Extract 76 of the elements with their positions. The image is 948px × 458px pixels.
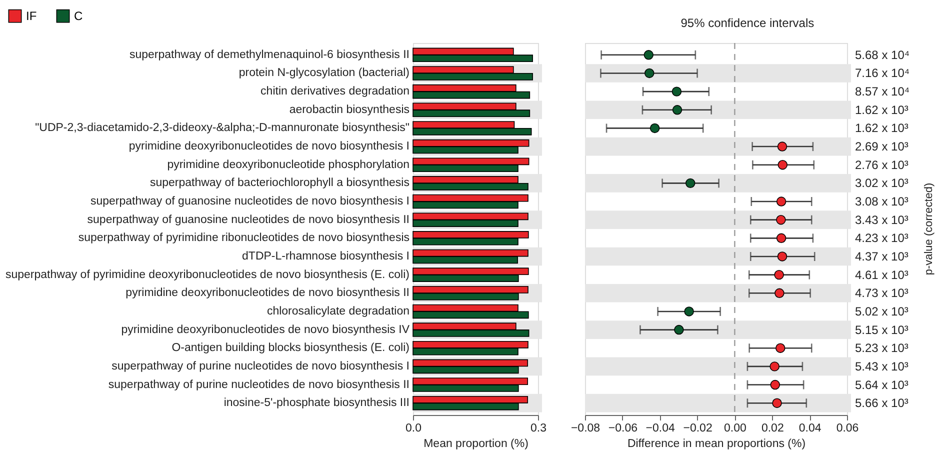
x-tick-label: −0.04 <box>646 422 676 434</box>
y2-tick-label: 5.23 x 10³ <box>855 341 908 356</box>
x-tick-label: −0.06 <box>608 422 638 434</box>
point <box>774 270 784 280</box>
point <box>672 105 682 115</box>
point <box>776 233 786 244</box>
y-tick-label: protein N-glycosylation (bacterial) <box>238 67 410 80</box>
y2-tick-label: 5.66 x 10³ <box>855 396 908 410</box>
x-tick-label: 0.3 <box>530 422 546 434</box>
y2-tick-label: 5.68 x 10⁴ <box>855 48 910 62</box>
y-tick-label: superpathway of pyrimidine ribonucleotides de novo biosynthesis <box>78 232 410 244</box>
y-tick-label: superpathway of guanosine nucleotides de novo biosynthesis II <box>87 214 410 226</box>
point <box>778 160 788 170</box>
legend-label: C <box>74 9 83 24</box>
y2-tick-label: 3.08 x 10³ <box>855 194 908 209</box>
y-tick-label: pyrimidine deoxyribonucleotides de novo biosynthesis I <box>128 140 410 153</box>
y-tick-label: superpathway of demethylmenaquinol-6 biosynthesis II <box>130 48 410 61</box>
point <box>685 178 696 188</box>
x-tick-label: 0.04 <box>798 422 822 434</box>
point <box>776 343 786 353</box>
point <box>776 214 786 225</box>
y-tick-label: chlorosalicylate degradation <box>266 305 410 318</box>
y-tick-label: O-antigen building blocks biosynthesis (E. coli) <box>172 342 410 354</box>
y2-axis-title: p-value (corrected) <box>923 182 935 276</box>
chart-title: 95% confidence intervals <box>680 16 814 30</box>
y-tick-label: dTDP-L-rhamnose biosynthesis I <box>242 250 410 262</box>
y2-tick-label: 5.43 x 10³ <box>855 359 908 374</box>
y-tick-label: superpathway of bacteriochlorophyll a biosynthesis <box>150 177 410 190</box>
x-tick-label: 0.06 <box>836 422 859 434</box>
y-tick-label: aerobactin biosynthesis <box>289 104 410 116</box>
point <box>644 68 654 78</box>
x-axis-title: Difference in mean proportions (%) <box>627 438 806 450</box>
y2-tick-label: 4.61 x 10³ <box>855 268 908 282</box>
point <box>777 142 788 152</box>
y2-tick-label: 1.62 x 10³ <box>855 102 908 117</box>
y2-tick-label: 3.43 x 10³ <box>855 212 908 227</box>
x-tick-label: −0.08 <box>570 422 600 434</box>
x-axis-title: Mean proportion (%) <box>424 438 529 450</box>
point <box>684 306 694 316</box>
point <box>777 252 788 262</box>
y-tick-label: pyrimidine deoxyribonucleotides de novo biosynthesis II <box>126 287 410 300</box>
point <box>650 123 660 134</box>
y-tick-label: superpathway of pyrimidine deoxyribonucleotides de novo biosynthesis (E. coli) <box>6 268 410 281</box>
y2-tick-label: 1.62 x 10³ <box>855 121 908 136</box>
point <box>770 362 780 372</box>
x-tick-label: 0.02 <box>761 422 784 434</box>
y2-tick-label: 4.73 x 10³ <box>855 286 908 300</box>
y2-tick-label: 4.23 x 10³ <box>855 231 908 246</box>
point <box>770 380 780 390</box>
point <box>672 86 682 96</box>
point <box>644 50 654 60</box>
y2-tick-label: 5.15 x 10³ <box>855 322 908 337</box>
y2-tick-label: 5.02 x 10³ <box>855 304 908 318</box>
y2-tick-label: 2.76 x 10³ <box>855 158 908 172</box>
point <box>776 196 786 206</box>
point <box>674 324 684 335</box>
y-tick-label: pyrimidine deoxyribonucleotide phosphorylation <box>167 158 410 171</box>
y2-tick-label: 4.37 x 10³ <box>855 249 908 264</box>
y-tick-label: inosine-5'-phosphate biosynthesis III <box>224 397 410 410</box>
x-tick-label: 0.00 <box>724 422 746 434</box>
x-tick-label: 0.0 <box>406 422 422 434</box>
y2-tick-label: 8.57 x 10⁴ <box>855 84 910 99</box>
y-tick-label: superpathway of purine nucleotides de novo biosynthesis II <box>108 378 410 391</box>
point <box>774 288 784 298</box>
y-tick-label: pyrimidine deoxyribonucleotides de novo biosynthesis IV <box>121 324 410 336</box>
y2-tick-label: 2.69 x 10³ <box>855 140 908 154</box>
y2-tick-label: 3.02 x 10³ <box>855 176 908 190</box>
y2-tick-label: 7.16 x 10⁴ <box>855 66 910 80</box>
x-tick-label: −0.02 <box>683 422 712 434</box>
y-tick-label: "UDP-2,3-diacetamido-2,3-dideoxy-&alpha;-D-mannuronate biosynthesis" <box>35 122 410 134</box>
y-tick-label: chitin derivatives degradation <box>260 86 410 98</box>
y-tick-label: superpathway of purine nucleotides de novo biosynthesis I <box>112 360 410 372</box>
legend-label: IF <box>26 9 37 24</box>
y-tick-label: superpathway of guanosine nucleotides de novo biosynthesis I <box>90 196 410 208</box>
point <box>772 398 782 408</box>
y2-tick-label: 5.64 x 10³ <box>855 378 908 392</box>
